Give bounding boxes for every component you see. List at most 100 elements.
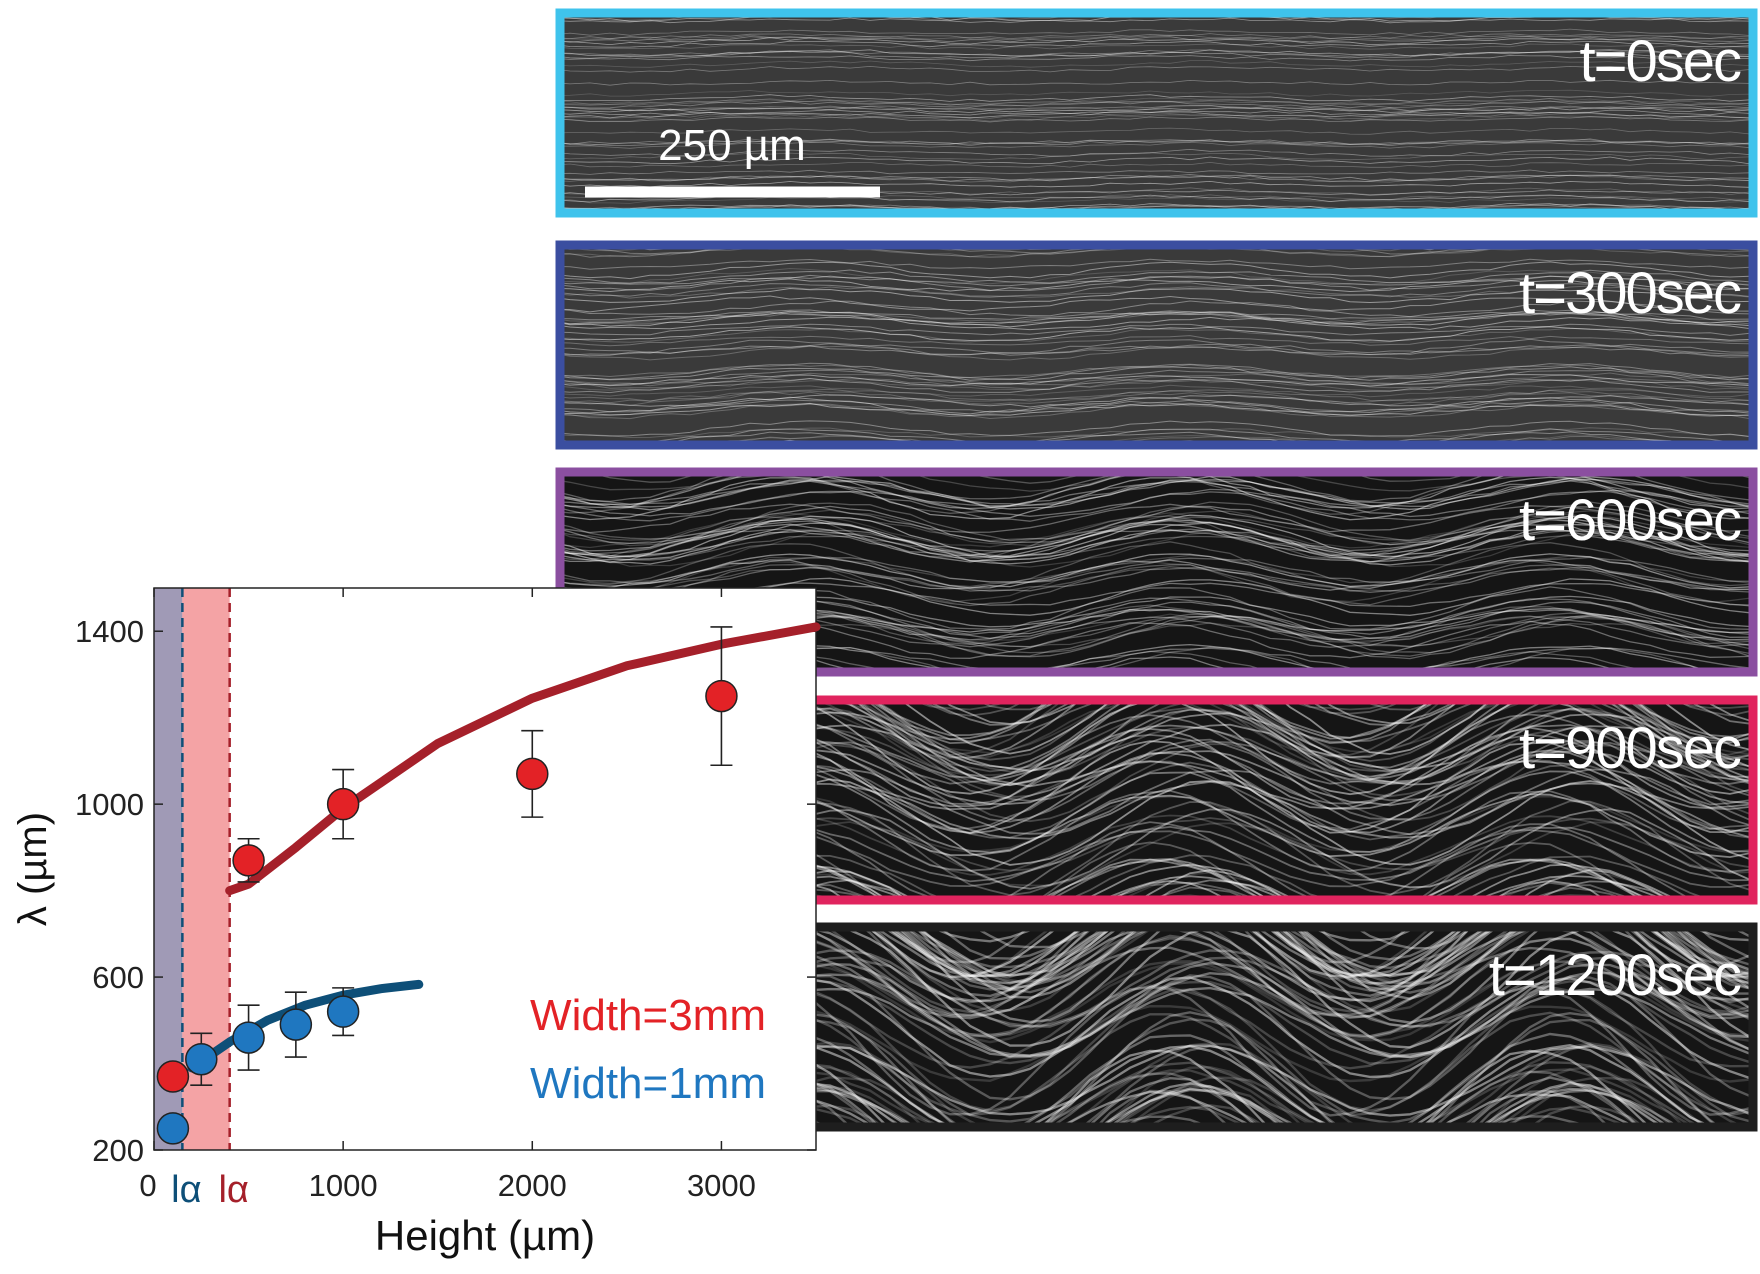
fiber — [560, 566, 1751, 593]
fiber — [560, 509, 1751, 547]
fiber — [560, 560, 1751, 604]
fiber — [560, 362, 1751, 380]
fiber — [560, 310, 1751, 328]
fiber — [560, 109, 1751, 116]
fiber — [560, 203, 1751, 211]
fiber — [560, 138, 1751, 147]
fiber — [560, 156, 1751, 165]
fiber — [560, 114, 1751, 122]
y-tick-label: 1000 — [75, 787, 144, 822]
fiber — [560, 512, 1751, 549]
fiber — [560, 517, 1751, 559]
fiber — [560, 267, 1751, 285]
fiber — [560, 501, 1751, 542]
fiber — [560, 530, 1751, 568]
panel-label: t=0sec — [1580, 29, 1741, 94]
fiber — [560, 402, 1751, 417]
fiber — [560, 378, 1751, 390]
fiber — [560, 138, 1751, 147]
fiber — [560, 37, 1751, 46]
fiber — [560, 528, 1751, 557]
fiber — [560, 338, 1751, 357]
fiber — [560, 43, 1751, 50]
fiber — [560, 553, 1751, 589]
fiber — [560, 204, 1751, 213]
fiber — [560, 309, 1751, 321]
fiber — [560, 503, 1751, 534]
fiber — [560, 522, 1751, 566]
fiber — [560, 202, 1751, 210]
fiber — [773, 879, 1672, 900]
fiber — [560, 50, 1751, 59]
fiber — [560, 372, 1751, 387]
fiber — [560, 373, 1751, 387]
fiber — [560, 364, 1751, 379]
fiber — [560, 169, 1751, 175]
fiber — [560, 399, 1751, 413]
x-tick-label: 0 — [139, 1168, 156, 1203]
fiber — [560, 378, 1751, 392]
fiber — [560, 148, 1751, 157]
micrograph-bg — [560, 245, 1753, 445]
scale-bar-label: 250 µm — [658, 121, 806, 170]
fiber — [560, 28, 1751, 36]
fiber — [560, 295, 1751, 313]
fiber — [560, 478, 1751, 506]
y-tick-label: 600 — [92, 960, 144, 995]
data-point — [232, 844, 265, 877]
fiber — [560, 174, 1751, 182]
fiber — [560, 287, 1751, 304]
fiber — [560, 40, 1751, 48]
fiber — [560, 323, 1751, 336]
fiber — [560, 566, 1751, 593]
fiber — [560, 427, 1751, 439]
fiber — [560, 389, 1751, 406]
panel-label: t=600sec — [1519, 488, 1741, 553]
fiber — [560, 420, 1751, 437]
fiber — [560, 516, 1751, 542]
fiber — [560, 258, 1751, 270]
fiber — [560, 564, 1751, 607]
fiber — [560, 559, 1751, 591]
fiber — [560, 311, 1751, 323]
fiber — [560, 534, 1751, 561]
fiber — [560, 65, 1751, 73]
fit-curve — [187, 979, 424, 1073]
y-tick-label: 200 — [92, 1133, 144, 1168]
shaded-region — [154, 588, 183, 1150]
data-point — [156, 1060, 190, 1093]
fiber — [550, 218, 1750, 228]
panel-label: t=900sec — [1519, 716, 1741, 781]
fiber — [560, 33, 1751, 40]
legend-entry: Width=3mm — [530, 991, 766, 1040]
fiber — [560, 316, 1751, 331]
fiber — [560, 514, 1751, 561]
threshold-label: lα — [171, 1169, 201, 1211]
fiber — [560, 49, 1751, 57]
fiber — [560, 161, 1751, 168]
fiber — [560, 59, 1751, 68]
data-point — [705, 679, 738, 713]
fiber — [560, 505, 1751, 546]
legend-entry: Width=1mm — [530, 1059, 766, 1108]
data-point — [232, 1021, 265, 1054]
fiber — [560, 17, 1751, 24]
fiber — [560, 141, 1751, 149]
fiber — [560, 269, 1751, 284]
data-point — [516, 757, 549, 791]
fiber — [560, 285, 1751, 299]
fiber — [560, 36, 1751, 43]
plot-frame — [153, 587, 817, 1151]
fiber — [550, 216, 1750, 231]
data-point — [326, 787, 360, 821]
fiber — [560, 94, 1751, 102]
fiber — [560, 391, 1751, 404]
fiber — [560, 345, 1751, 357]
fiber — [560, 100, 1751, 109]
fiber — [560, 180, 1751, 188]
x-tick-label: 1000 — [309, 1168, 378, 1203]
panel-frame — [555, 467, 1758, 677]
threshold-label: lα — [218, 1169, 248, 1211]
fiber — [560, 49, 1751, 57]
